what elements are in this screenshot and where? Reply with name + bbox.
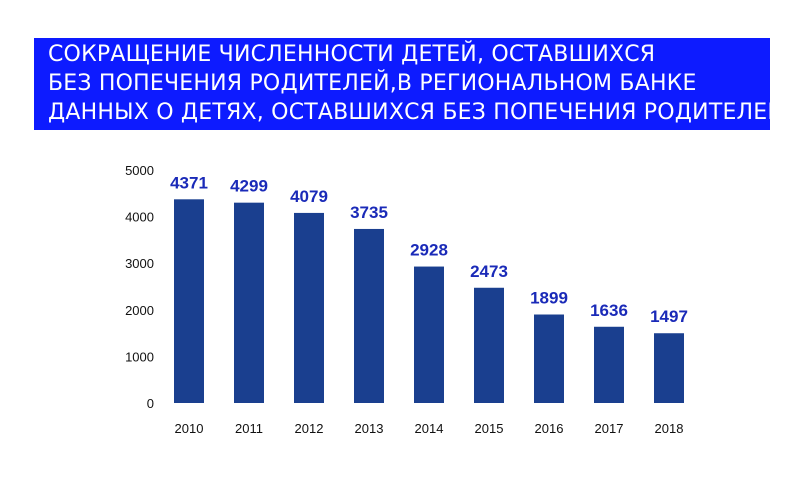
data-label-2017: 1636: [590, 301, 628, 320]
chart-title-line-2: БЕЗ ПОПЕЧЕНИЯ РОДИТЕЛЕЙ,В РЕГИОНАЛЬНОМ Б…: [48, 71, 697, 96]
y-tick-label: 5000: [125, 163, 154, 178]
bar-2015: [474, 287, 504, 403]
bar-2018: [654, 333, 684, 403]
data-label-2013: 3735: [350, 203, 388, 222]
x-tick-label: 2017: [595, 421, 624, 436]
data-label-2015: 2473: [470, 262, 508, 281]
y-tick-label: 3000: [125, 256, 154, 271]
y-axis: 0 1000 2000 3000 4000 5000: [125, 163, 154, 411]
x-tick-label: 2015: [475, 421, 504, 436]
x-tick-label: 2013: [355, 421, 384, 436]
bar-2014: [414, 266, 444, 403]
bar-2013: [354, 228, 384, 403]
data-label-2010: 4371: [170, 173, 208, 192]
data-label-2014: 2928: [410, 241, 448, 260]
y-tick-label: 0: [147, 396, 154, 411]
y-tick-label: 1000: [125, 349, 154, 364]
chart-title-line-1: СОКРАЩЕНИЕ ЧИСЛЕННОСТИ ДЕТЕЙ, ОСТАВШИХСЯ: [48, 42, 656, 67]
data-label-2018: 1497: [650, 307, 688, 326]
x-tick-label: 2012: [295, 421, 324, 436]
y-tick-label: 4000: [125, 210, 154, 225]
bar-2010: [174, 199, 204, 403]
chart-title-line-3: ДАННЫХ О ДЕТЯХ, ОСТАВШИХСЯ БЕЗ ПОПЕЧЕНИЯ…: [48, 100, 785, 125]
x-tick-label: 2018: [655, 421, 684, 436]
x-tick-label: 2016: [535, 421, 564, 436]
x-tick-label: 2010: [175, 421, 204, 436]
x-tick-label: 2014: [415, 421, 444, 436]
bar-2012: [294, 212, 324, 403]
bars: [174, 199, 684, 403]
data-labels: 4371 4299 4079 3735 2928 2473 1899 1636 1497: [170, 173, 688, 326]
x-tick-label: 2011: [235, 421, 263, 436]
bar-2016: [534, 314, 564, 403]
data-label-2012: 4079: [290, 187, 328, 206]
data-label-2011: 4299: [230, 177, 268, 196]
data-label-2016: 1899: [530, 289, 568, 308]
x-axis: 2010 2011 2012 2013 2014 2015 2016 2017 2018: [175, 421, 684, 436]
bar-2011: [234, 202, 264, 403]
y-tick-label: 2000: [125, 303, 154, 318]
title-banner: СОКРАЩЕНИЕ ЧИСЛЕННОСТИ ДЕТЕЙ, ОСТАВШИХСЯ…: [34, 38, 785, 130]
bar-2017: [594, 326, 624, 403]
